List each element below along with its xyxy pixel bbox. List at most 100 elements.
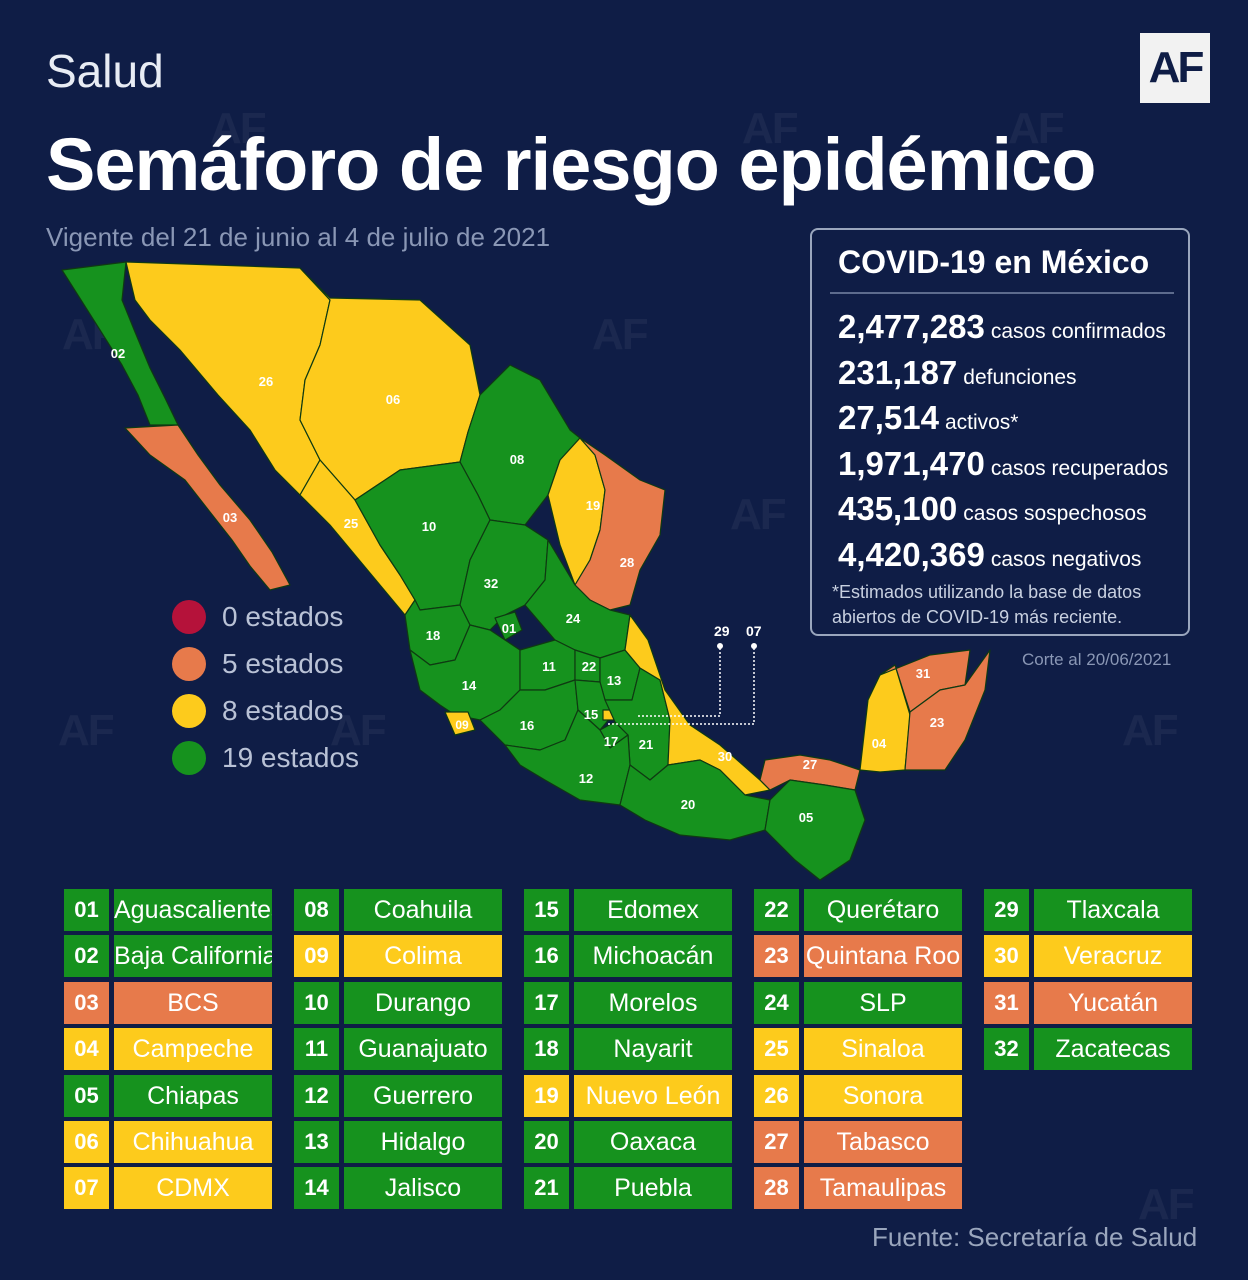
state-row: 01 Aguascalientes: [64, 889, 272, 931]
covid-stats-box: COVID-19 en México 2,477,283 casos confir…: [810, 228, 1190, 636]
state-code: 01: [64, 889, 109, 931]
state-code: 28: [754, 1167, 799, 1210]
map-label-21: 21: [639, 737, 653, 752]
state-code: 03: [64, 981, 109, 1024]
map-label-12: 12: [579, 771, 593, 786]
stat-confirmed: 2,477,283 casos confirmados: [838, 308, 1166, 346]
legend-item-yellow: 8 estados: [172, 694, 343, 728]
map-label-23: 23: [930, 715, 944, 730]
state-code: 23: [754, 935, 799, 978]
map-label-19: 19: [586, 498, 600, 513]
state-code: 09: [294, 935, 339, 978]
state-name: Morelos: [574, 981, 732, 1024]
state-row: 05 Chiapas: [64, 1074, 272, 1117]
state-name: Baja California: [114, 935, 272, 978]
section-label: Salud: [46, 45, 164, 97]
state-code: 18: [524, 1028, 569, 1071]
map-label-04: 04: [872, 736, 887, 751]
state-code: 14: [294, 1167, 339, 1210]
stat-label: casos confirmados: [990, 320, 1166, 343]
state-name: Durango: [344, 981, 502, 1024]
map-label-25: 25: [344, 516, 358, 531]
state-name: Edomex: [574, 889, 732, 931]
state-name: Sinaloa: [804, 1028, 962, 1071]
state-name: Coahuila: [344, 889, 502, 931]
map-label-18: 18: [426, 628, 440, 643]
state-code: 20: [524, 1120, 569, 1163]
legend-item-orange: 5 estados: [172, 647, 343, 681]
map-label-28: 28: [620, 555, 634, 570]
state-row: 22 Querétaro: [754, 889, 962, 931]
state-row: 18 Nayarit: [524, 1028, 732, 1071]
state-row: 25 Sinaloa: [754, 1028, 962, 1071]
legend-label: 0 estados: [222, 601, 344, 632]
state-name: Tabasco: [804, 1120, 962, 1163]
map-label-30: 30: [718, 749, 732, 764]
state-name: Nayarit: [574, 1028, 732, 1071]
state-row: 13 Hidalgo: [294, 1120, 502, 1163]
state-code: 32: [984, 1028, 1029, 1071]
state-row: 08 Coahuila: [294, 889, 502, 931]
stat-suspected: 435,100 casos sospechosos: [838, 490, 1147, 528]
state-row: 07 CDMX: [64, 1167, 272, 1210]
stat-label: activos*: [944, 411, 1019, 434]
state-row: 23 Quintana Roo: [754, 935, 962, 978]
state-name: Oaxaca: [574, 1120, 732, 1163]
stats-divider: [830, 292, 1174, 294]
state-name: Querétaro: [804, 889, 962, 931]
callout-label-29: 29: [714, 623, 730, 639]
cutoff-date: Corte al 20/06/2021: [1022, 650, 1172, 669]
map-label-02: 02: [111, 346, 125, 361]
stat-value: 27,514: [838, 399, 939, 436]
state-23: [904, 649, 991, 771]
stats-title: COVID-19 en México: [838, 244, 1150, 280]
state-name: Quintana Roo: [804, 935, 962, 978]
legend-dot: [172, 647, 206, 681]
state-name: SLP: [804, 981, 962, 1024]
state-row: 32 Zacatecas: [984, 1028, 1192, 1071]
stats-note: *Estimados utilizando la base de datos a…: [832, 582, 1142, 627]
legend-label: 5 estados: [222, 648, 344, 679]
state-row: 21 Puebla: [524, 1167, 732, 1210]
stat-value: 435,100: [838, 490, 958, 527]
state-row: 29 Tlaxcala: [984, 889, 1192, 931]
af-logo: AF: [1140, 33, 1210, 103]
state-row: 30 Veracruz: [984, 935, 1192, 978]
state-05: [764, 779, 866, 881]
map-label-03: 03: [223, 510, 237, 525]
map-label-05: 05: [799, 810, 813, 825]
state-code: 30: [984, 935, 1029, 978]
state-row: 19 Nuevo León: [524, 1074, 732, 1117]
state-name: Chiapas: [114, 1074, 272, 1117]
state-code: 13: [294, 1120, 339, 1163]
state-row: 31 Yucatán: [984, 981, 1192, 1024]
state-name: Yucatán: [1034, 981, 1192, 1024]
state-row: 09 Colima: [294, 935, 502, 978]
map-label-09: 09: [455, 718, 469, 732]
state-table-col-4: 22 Querétaro 23 Quintana Roo 24 SLP 25 Sinaloa 2…: [754, 889, 962, 1214]
state-code: 21: [524, 1167, 569, 1210]
state-name: Guanajuato: [344, 1028, 502, 1071]
state-code: 07: [64, 1167, 109, 1210]
state-03: [124, 424, 291, 591]
state-code: 16: [524, 935, 569, 978]
state-code: 08: [294, 889, 339, 931]
callout-dot-29: [717, 643, 723, 649]
map-label-16: 16: [520, 718, 534, 733]
map-label-20: 20: [681, 797, 695, 812]
map-label-11: 11: [542, 659, 556, 674]
callout-dot-07: [751, 643, 757, 649]
state-row: 26 Sonora: [754, 1074, 962, 1117]
stat-value: 4,420,369: [838, 536, 985, 573]
state-09: [444, 711, 476, 736]
state-name: Hidalgo: [344, 1120, 502, 1163]
map-label-32: 32: [484, 576, 498, 591]
state-code: 02: [64, 935, 109, 978]
state-code: 05: [64, 1074, 109, 1117]
map-label-10: 10: [422, 519, 436, 534]
state-row: 11 Guanajuato: [294, 1028, 502, 1071]
legend-item-red: 0 estados: [172, 600, 343, 634]
stat-label: casos negativos: [990, 548, 1142, 571]
state-row: 20 Oaxaca: [524, 1120, 732, 1163]
state-row: 14 Jalisco: [294, 1167, 502, 1210]
